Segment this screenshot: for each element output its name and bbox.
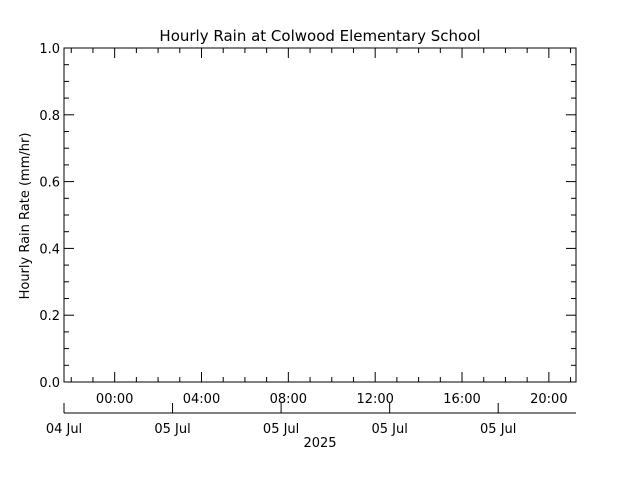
y-ticks: 0.0 0.2 0.4 0.6 0.8 1.0 — [39, 42, 576, 391]
x-tick-label-time: 12:00 — [356, 392, 393, 407]
x-tick-label-time: 00:00 — [96, 392, 133, 407]
chart-title: Hourly Rain at Colwood Elementary School — [159, 27, 480, 45]
x-tick-label-date: 05 Jul — [371, 422, 407, 437]
x-ticks-time: 00:00 04:00 08:00 12:00 16:00 20:00 — [70, 48, 572, 407]
x-tick-label-date: 05 Jul — [154, 422, 190, 437]
x-tick-label-time: 04:00 — [183, 392, 220, 407]
y-tick-label: 0.0 — [39, 376, 60, 391]
y-tick-label: 0.8 — [39, 109, 60, 124]
x-tick-label-time: 16:00 — [443, 392, 480, 407]
y-tick-label: 0.2 — [39, 309, 60, 324]
x-tick-label-date: 04 Jul — [46, 422, 82, 437]
plot-frame — [63, 47, 577, 383]
year-label: 2025 — [303, 436, 336, 451]
x-tick-label-time: 08:00 — [270, 392, 307, 407]
y-tick-label: 0.4 — [39, 242, 60, 257]
x-ticks-date: 04 Jul 05 Jul 05 Jul 05 Jul 05 Jul — [46, 403, 516, 437]
y-tick-label: 1.0 — [39, 42, 60, 57]
y-axis-label: Hourly Rain Rate (mm/hr) — [18, 133, 33, 300]
x-tick-label-time: 20:00 — [530, 392, 567, 407]
x-tick-label-date: 05 Jul — [263, 422, 299, 437]
y-tick-label: 0.6 — [39, 176, 60, 191]
x-tick-label-date: 05 Jul — [480, 422, 516, 437]
